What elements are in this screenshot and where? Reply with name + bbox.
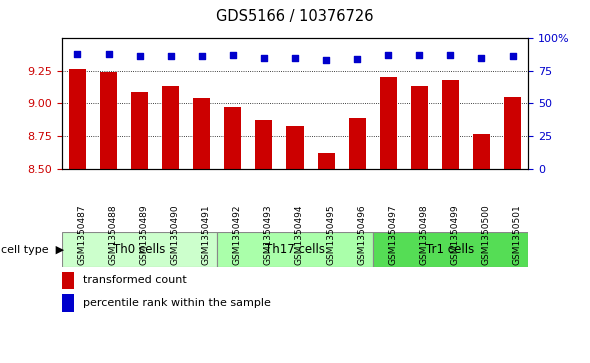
Bar	[442, 80, 459, 363]
Text: GSM1350498: GSM1350498	[419, 204, 428, 265]
Text: GSM1350499: GSM1350499	[450, 204, 460, 265]
Text: GSM1350492: GSM1350492	[233, 204, 242, 265]
Text: GDS5166 / 10376726: GDS5166 / 10376726	[217, 9, 373, 24]
Point	[290, 55, 300, 61]
Bar	[131, 92, 148, 363]
Text: GSM1350490: GSM1350490	[171, 204, 180, 265]
Point	[415, 52, 424, 58]
Bar	[317, 153, 335, 363]
Bar	[255, 121, 273, 363]
Point	[322, 57, 331, 63]
Bar	[473, 134, 490, 363]
Text: Tr1 cells: Tr1 cells	[426, 243, 474, 256]
Text: Th0 cells: Th0 cells	[113, 243, 166, 256]
Bar	[100, 72, 117, 363]
Text: cell type  ▶: cell type ▶	[1, 245, 64, 254]
Bar	[349, 118, 366, 363]
Text: GSM1350488: GSM1350488	[109, 204, 117, 265]
Text: GSM1350489: GSM1350489	[140, 204, 149, 265]
Bar	[62, 272, 74, 289]
Point	[228, 52, 238, 58]
Point	[445, 52, 455, 58]
Bar	[62, 294, 74, 311]
Point	[197, 53, 206, 59]
Point	[508, 53, 517, 59]
Bar	[194, 98, 210, 363]
Bar	[224, 107, 241, 363]
Bar	[504, 97, 521, 363]
Bar	[69, 69, 86, 363]
Bar	[411, 86, 428, 363]
Text: percentile rank within the sample: percentile rank within the sample	[83, 298, 271, 308]
Text: GSM1350500: GSM1350500	[481, 204, 490, 265]
Point	[259, 55, 268, 61]
Text: GSM1350494: GSM1350494	[295, 204, 304, 265]
Text: GSM1350496: GSM1350496	[357, 204, 366, 265]
Point	[166, 53, 175, 59]
Point	[384, 52, 393, 58]
Point	[135, 53, 145, 59]
Text: Th17 cells: Th17 cells	[265, 243, 325, 256]
Point	[352, 56, 362, 62]
Bar	[287, 126, 303, 363]
Point	[477, 55, 486, 61]
Text: GSM1350493: GSM1350493	[264, 204, 273, 265]
Text: GSM1350491: GSM1350491	[202, 204, 211, 265]
Bar	[62, 232, 217, 267]
Bar	[217, 232, 373, 267]
Text: GSM1350487: GSM1350487	[77, 204, 87, 265]
Point	[73, 51, 82, 57]
Text: GSM1350501: GSM1350501	[513, 204, 522, 265]
Bar	[373, 232, 528, 267]
Bar	[162, 86, 179, 363]
Text: transformed count: transformed count	[83, 275, 186, 285]
Text: GSM1350495: GSM1350495	[326, 204, 335, 265]
Bar	[380, 77, 396, 363]
Point	[104, 51, 113, 57]
Text: GSM1350497: GSM1350497	[388, 204, 397, 265]
